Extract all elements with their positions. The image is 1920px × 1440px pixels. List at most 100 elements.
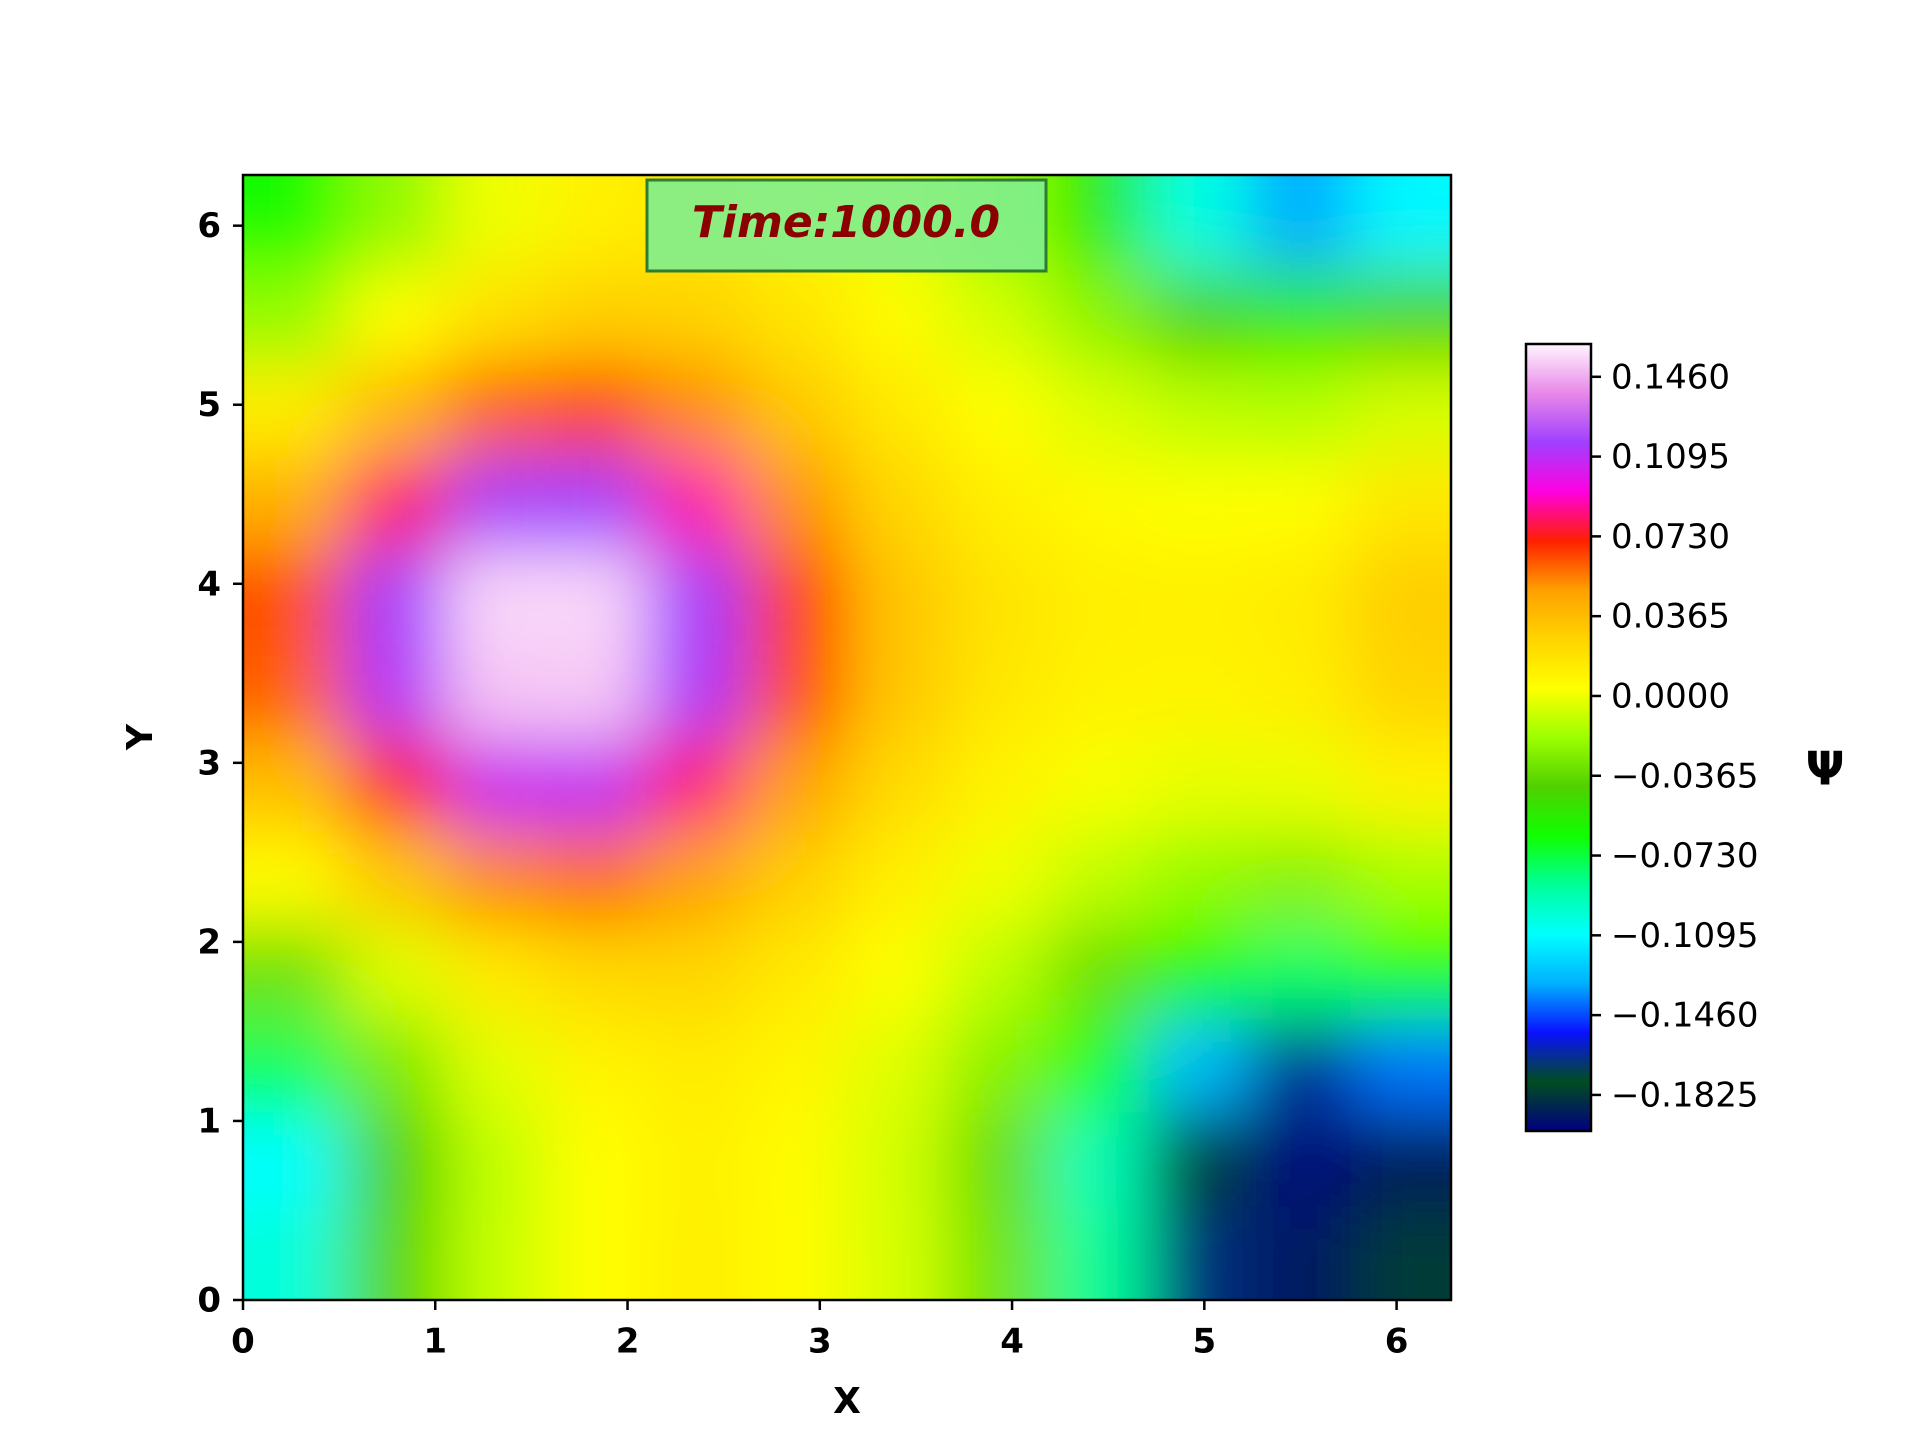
- field-cell: [544, 924, 647, 1020]
- field-cell: [1148, 456, 1251, 551]
- field-cell: [1249, 456, 1351, 551]
- field-cell: [243, 924, 345, 1020]
- y-tick-label: 3: [197, 743, 221, 783]
- field-cell: [846, 924, 949, 1020]
- field-cell: [1048, 175, 1150, 270]
- plot-area: [243, 175, 1451, 1300]
- field-cell: [947, 1205, 1050, 1300]
- field-cell: [1148, 737, 1251, 832]
- x-tick-label: 1: [423, 1322, 447, 1362]
- field-cell: [343, 362, 446, 458]
- field-cell: [343, 268, 446, 364]
- field-cell: [243, 1205, 345, 1300]
- colorbar-tick-label: −0.1095: [1611, 916, 1758, 956]
- x-tick-label: 4: [1000, 1322, 1024, 1362]
- field-cell: [544, 830, 647, 926]
- y-tick-label: 5: [197, 385, 221, 425]
- field-cell: [444, 1018, 546, 1113]
- field-cell: [1350, 737, 1451, 832]
- field-cell: [1350, 1205, 1451, 1300]
- y-tick-label: 1: [197, 1101, 221, 1141]
- field-cell: [1048, 830, 1150, 926]
- field-cell: [444, 1111, 546, 1207]
- x-tick-label: 5: [1192, 1322, 1216, 1362]
- field-cell: [1249, 737, 1351, 832]
- field-cell: [1249, 1205, 1351, 1300]
- x-tick-label: 3: [808, 1322, 832, 1362]
- field-cell: [1048, 456, 1150, 551]
- colorbar-label: Ψ: [1805, 742, 1844, 796]
- field-cell: [746, 362, 848, 458]
- field-cell: [645, 1018, 748, 1113]
- y-tick-label: 6: [197, 206, 221, 246]
- y-axis-label: Y: [120, 723, 161, 751]
- colorbar-tick-label: −0.1460: [1611, 996, 1758, 1036]
- field-cell: [444, 549, 546, 645]
- field-cell: [645, 1111, 748, 1207]
- x-axis-label: X: [833, 1381, 861, 1422]
- field-cell: [1148, 643, 1251, 739]
- field-cell: [243, 456, 345, 551]
- field-cell: [846, 830, 949, 926]
- field-cell: [343, 456, 446, 551]
- field-cell: [544, 737, 647, 832]
- field-cell: [746, 549, 848, 645]
- field-cell: [1350, 362, 1451, 458]
- colorbar: [1524, 342, 1593, 1133]
- field-cell: [645, 830, 748, 926]
- field-cell: [746, 643, 848, 739]
- x-tick-label: 0: [231, 1322, 255, 1362]
- field-cell: [343, 1111, 446, 1207]
- field-cell: [746, 268, 848, 364]
- field-cell: [1249, 924, 1351, 1020]
- field-cell: [645, 924, 748, 1020]
- colorbar-tick-label: 0.0730: [1611, 517, 1730, 557]
- field-cell: [947, 924, 1050, 1020]
- field-cell: [645, 549, 748, 645]
- y-tick-label: 2: [197, 922, 221, 962]
- field-cell: [1249, 362, 1351, 458]
- field-cell: [343, 1018, 446, 1113]
- field-cell: [746, 924, 848, 1020]
- field-cell: [746, 1018, 848, 1113]
- field-cell: [444, 175, 546, 270]
- colorbar-tick-label: 0.1095: [1611, 437, 1730, 477]
- field-cell: [343, 737, 446, 832]
- field-cell: [645, 643, 748, 739]
- field-cell: [243, 549, 345, 645]
- field-cell: [243, 362, 345, 458]
- field-cell: [343, 924, 446, 1020]
- field-cell: [1148, 362, 1251, 458]
- field-cell: [846, 1205, 949, 1300]
- field-cell: [947, 268, 1050, 364]
- field-cell: [444, 1205, 546, 1300]
- field-cell: [444, 362, 546, 458]
- field-cell: [1350, 643, 1451, 739]
- field-cell: [846, 643, 949, 739]
- field-cell: [645, 737, 748, 832]
- colorbar-tick-label: −0.0730: [1611, 836, 1758, 876]
- field-cell: [243, 830, 345, 926]
- field-cell: [343, 549, 446, 645]
- field-cell: [947, 1018, 1050, 1113]
- field-cell: [645, 1205, 748, 1300]
- field-cell: [746, 456, 848, 551]
- y-tick-label: 4: [197, 564, 221, 604]
- chart-title: Time:1000.0: [692, 197, 1000, 248]
- field-cell: [1350, 175, 1451, 270]
- title-box: [645, 178, 1048, 273]
- field-cell: [1048, 737, 1150, 832]
- field-cell: [947, 549, 1050, 645]
- field-cell: [846, 1111, 949, 1207]
- field-cell: [544, 643, 647, 739]
- field-cell: [1350, 830, 1451, 926]
- field-cell: [243, 1111, 345, 1207]
- field-cell: [1048, 643, 1150, 739]
- colorbar-tick-label: 0.1460: [1611, 357, 1730, 397]
- field-cell: [544, 268, 647, 364]
- x-tick-label: 2: [616, 1322, 640, 1362]
- field-cell: [1148, 268, 1251, 364]
- field-cell: [1148, 924, 1251, 1020]
- field-cell: [243, 268, 345, 364]
